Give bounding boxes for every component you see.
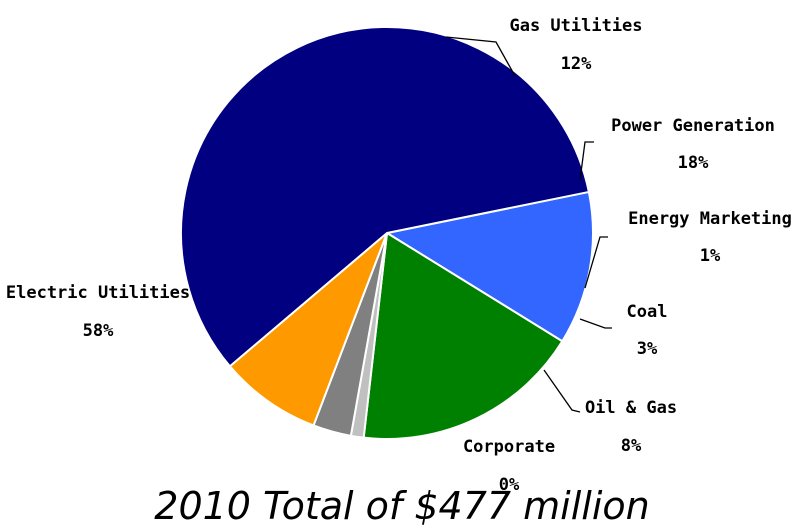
slice-value-power-generation: 18% xyxy=(678,153,709,173)
slice-label-power-generation: Power Generation xyxy=(611,116,775,136)
leader-lines xyxy=(445,36,612,413)
slice-label-electric-utilities: Electric Utilities xyxy=(6,283,190,303)
leader-line-oil-gas xyxy=(543,369,581,413)
pie-slice-power-generation xyxy=(362,232,564,441)
pie-slice-gas-utilities xyxy=(386,190,594,343)
slice-value-oil-gas: 8% xyxy=(621,436,642,456)
chart-caption: 2010 Total of $477 million xyxy=(154,484,650,528)
slice-label-coal: Coal xyxy=(627,302,668,322)
pie-slices xyxy=(180,26,594,441)
leader-line-gas-utilities xyxy=(445,36,516,77)
slice-value-electric-utilities: 58% xyxy=(83,321,114,341)
slice-label-energy-marketing: Energy Marketing xyxy=(628,209,792,229)
leader-line-coal xyxy=(579,318,612,329)
slice-labels: Gas Utilities 12% Power Generation 18% Energ… xyxy=(6,16,792,495)
slice-label-gas-utilities: Gas Utilities xyxy=(509,16,642,36)
slice-value-coal: 3% xyxy=(637,339,658,359)
pie-slice-electric-utilities xyxy=(180,26,590,368)
slice-label-corporate: Corporate xyxy=(463,437,555,457)
slice-value-gas-utilities: 12% xyxy=(561,54,592,74)
slice-value-corporate: 0% xyxy=(499,475,520,495)
slice-value-energy-marketing: 1% xyxy=(700,246,721,266)
leader-line-power-generation xyxy=(579,141,594,181)
slice-label-oil-gas: Oil & Gas xyxy=(585,398,677,418)
leader-line-energy-marketing xyxy=(584,236,608,289)
pie-slice-oil-gas xyxy=(228,232,388,427)
